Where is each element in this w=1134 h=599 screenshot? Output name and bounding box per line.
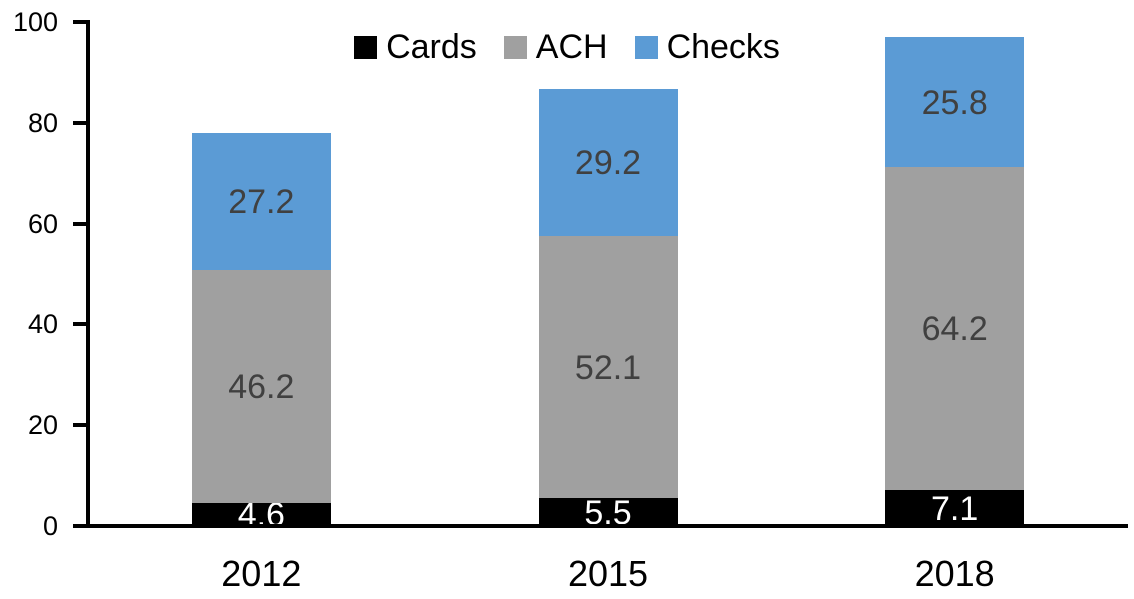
y-axis-tick: [73, 221, 86, 226]
y-axis-tick: [73, 120, 86, 125]
y-axis-tick: [73, 423, 86, 428]
bar-segment-checks-2015: [538, 88, 678, 236]
bar-segment-cards-2015: [538, 498, 678, 526]
y-axis-line: [86, 20, 90, 528]
bar-segment-ach-2015: [538, 235, 678, 499]
checks-swatch-icon: [634, 35, 658, 59]
bar-segment-ach-2018: [885, 166, 1025, 491]
y-axis-tick: [73, 322, 86, 327]
y-axis-tick-label: 100: [12, 7, 58, 37]
bar-value-label-ach-2015: 52.1: [574, 348, 642, 387]
ach-swatch-icon: [503, 35, 527, 59]
y-axis-tick-label: 40: [27, 309, 58, 340]
y-axis-tick-label: 0: [42, 511, 58, 541]
bar-value-label-cards-2018: 7.1: [931, 490, 979, 529]
x-axis-label-2012: 2012: [221, 553, 302, 594]
bar-segment-checks-2012: [191, 132, 331, 270]
legend-item-checks: Checks: [634, 28, 780, 66]
y-axis-tick-label: 80: [27, 107, 58, 138]
x-axis-label-2015: 2015: [567, 553, 649, 594]
bar-segment-cards-2012: [191, 502, 331, 526]
legend-label-ach: ACH: [535, 28, 608, 66]
bar-value-label-checks-2018: 25.8: [921, 83, 988, 122]
chart-legend: Cards ACH Checks: [0, 26, 1134, 68]
bar-value-label-checks-2012: 27.2: [228, 183, 295, 222]
y-axis-tick-label: 20: [27, 410, 58, 441]
x-axis-line: [86, 524, 1128, 528]
y-axis-tick: [73, 524, 86, 528]
legend-item-ach: ACH: [503, 28, 608, 66]
legend-item-cards: Cards: [354, 30, 477, 64]
y-axis-tick: [73, 20, 86, 24]
bar-segment-cards-2018: [885, 490, 1025, 526]
legend-label-cards: Cards: [386, 28, 477, 66]
y-axis-tick-label: 60: [27, 208, 58, 239]
bar-value-label-checks-2015: 29.2: [574, 144, 642, 183]
x-axis-label-2018: 2018: [914, 553, 995, 594]
bar-segment-ach-2012: [191, 269, 331, 503]
legend-label-checks: Checks: [666, 28, 780, 66]
bar-segment-checks-2018: [885, 36, 1025, 167]
bar-value-label-ach-2018: 64.2: [921, 310, 988, 349]
bar-value-label-ach-2012: 46.2: [228, 368, 295, 407]
cards-swatch-icon: [354, 35, 378, 59]
